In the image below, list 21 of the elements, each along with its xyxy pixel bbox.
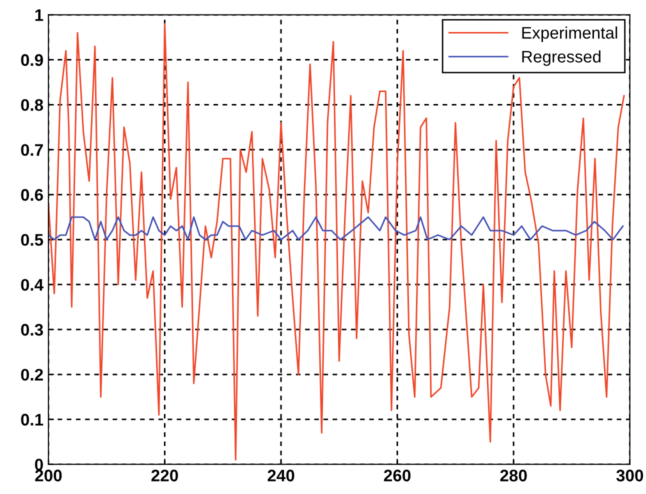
y-tick-label: 0: [34, 458, 43, 471]
y-tick-label: 0.6: [21, 189, 43, 201]
y-tick-label: 0.3: [21, 324, 43, 336]
legend-label: Experimental: [522, 26, 618, 42]
line-series: [48, 23, 625, 461]
y-tick-label: 0.2: [21, 368, 43, 381]
x-tick-label: 200: [35, 470, 62, 482]
y-tick-label: 1: [35, 9, 44, 21]
y-tick-label: 0.8: [21, 99, 44, 111]
x-tick-label: 260: [384, 470, 411, 482]
x-tick-label: 220: [151, 470, 178, 482]
y-tick-label: 0.1: [21, 414, 44, 426]
legend-label: Regressed: [522, 50, 600, 66]
line-series: [48, 216, 624, 240]
y-tick-label: 0.5: [21, 234, 44, 246]
y-tick-label: 0.7: [21, 144, 43, 156]
y-tick-label: 0.9: [21, 54, 43, 66]
x-tick-label: 240: [268, 470, 294, 482]
y-tick-label: 0.4: [21, 278, 44, 291]
x-tick-label: 280: [500, 470, 527, 482]
x-tick-label: 300: [616, 470, 644, 482]
